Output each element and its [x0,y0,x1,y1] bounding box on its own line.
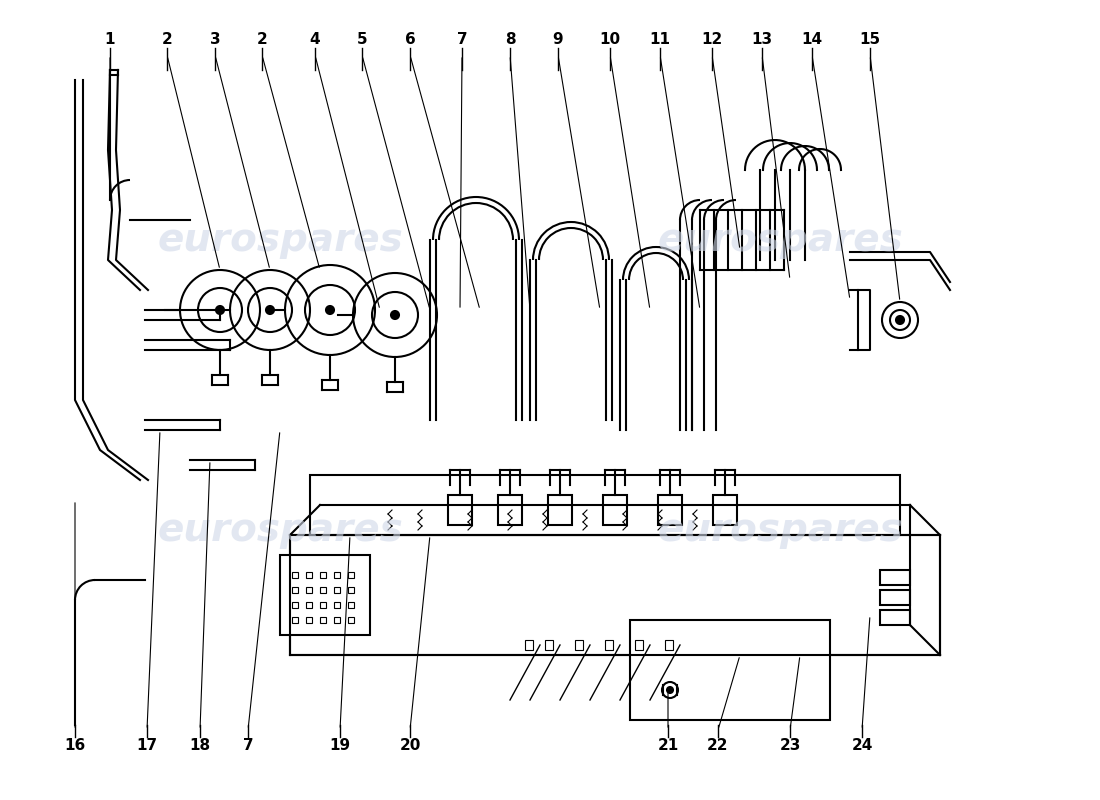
Bar [635,640,643,650]
Text: eurospares: eurospares [157,221,403,259]
FancyBboxPatch shape [310,475,900,535]
Bar [306,572,312,578]
Text: 12: 12 [702,33,723,47]
Bar [605,640,613,650]
Text: 7: 7 [456,33,468,47]
Text: 24: 24 [851,738,872,753]
Text: 19: 19 [329,738,351,753]
Bar [292,572,298,578]
Text: 17: 17 [136,738,157,753]
Bar [348,602,354,608]
Text: 5: 5 [356,33,367,47]
Bar [713,495,737,525]
Bar [666,640,673,650]
Bar [334,602,340,608]
Bar [334,572,340,578]
Bar [880,590,910,605]
Text: 22: 22 [707,738,728,753]
Text: eurospares: eurospares [657,221,903,259]
Bar [292,602,298,608]
Bar [334,617,340,623]
Text: eurospares: eurospares [157,511,403,549]
Text: 3: 3 [210,33,220,47]
Bar [544,640,553,650]
Bar [334,587,340,593]
Circle shape [216,306,224,314]
Bar [525,640,533,650]
Text: 15: 15 [859,33,881,47]
Text: 20: 20 [399,738,420,753]
FancyBboxPatch shape [290,535,940,655]
Bar [320,572,326,578]
Bar [320,602,326,608]
Bar [320,617,326,623]
Bar [880,570,910,585]
Bar [348,572,354,578]
Text: 10: 10 [600,33,620,47]
Bar [880,610,910,625]
Bar [292,617,298,623]
Bar [575,640,583,650]
Bar [603,495,627,525]
Text: 8: 8 [505,33,515,47]
Text: 13: 13 [751,33,772,47]
Text: 1: 1 [104,33,116,47]
Text: 21: 21 [658,738,679,753]
FancyBboxPatch shape [280,555,370,635]
Circle shape [266,306,274,314]
Circle shape [896,316,904,324]
Text: 2: 2 [162,33,173,47]
Text: 6: 6 [405,33,416,47]
Bar [448,495,472,525]
Text: 4: 4 [310,33,320,47]
Text: 23: 23 [779,738,801,753]
Circle shape [326,306,334,314]
Bar [498,495,522,525]
Circle shape [390,311,399,319]
Text: 11: 11 [649,33,671,47]
Bar [658,495,682,525]
Bar [320,587,326,593]
Text: 2: 2 [256,33,267,47]
Text: 18: 18 [189,738,210,753]
Bar [306,587,312,593]
Text: eurospares: eurospares [657,511,903,549]
Bar [306,602,312,608]
Text: 7: 7 [243,738,253,753]
Bar [348,617,354,623]
Circle shape [667,687,673,693]
FancyBboxPatch shape [630,620,830,720]
Bar [348,587,354,593]
Text: 14: 14 [802,33,823,47]
Bar [306,617,312,623]
Text: 9: 9 [552,33,563,47]
Bar [548,495,572,525]
Text: 16: 16 [65,738,86,753]
Bar [292,587,298,593]
